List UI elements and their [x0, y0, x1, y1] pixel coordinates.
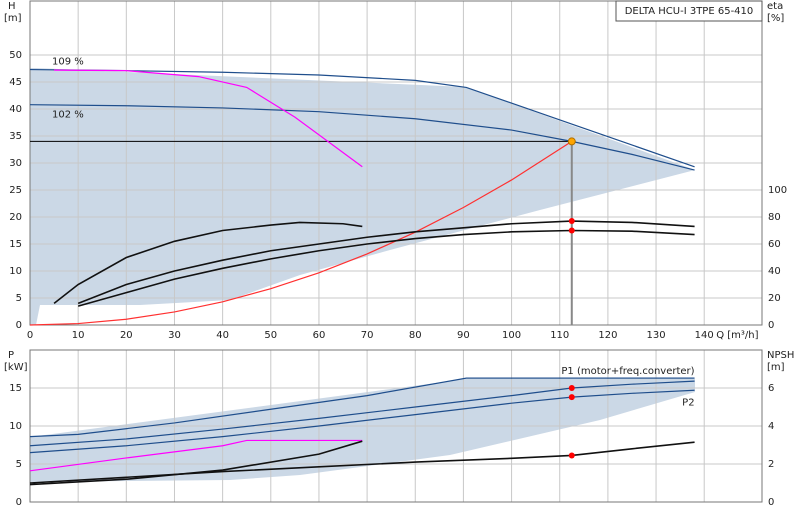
y2-unit: [%]	[767, 13, 784, 24]
curve	[29, 104, 695, 171]
curve	[29, 440, 363, 486]
y-unit: [m]	[4, 13, 22, 24]
x-tick-label: 10	[72, 330, 85, 341]
y-tick-label: 0	[16, 320, 22, 331]
x-tick-label: 40	[216, 330, 229, 341]
y-tick-label: 50	[9, 50, 22, 61]
y-tick-label: 5	[16, 459, 22, 470]
chart-title: DELTA HCU-I 3TPE 65-410	[625, 6, 754, 17]
y2-label: NPSH	[767, 350, 794, 361]
y2-label: eta	[767, 1, 783, 12]
operating-range	[30, 379, 695, 482]
y-label: H	[8, 1, 16, 12]
y-unit: [kW]	[4, 362, 28, 373]
y2-tick-label: 40	[768, 266, 781, 277]
curve-label: 102 %	[52, 110, 84, 121]
duty-point	[568, 394, 575, 401]
y-tick-label: 5	[16, 293, 22, 304]
x-tick-label: 60	[313, 330, 326, 341]
x-tick-label: 70	[361, 330, 374, 341]
curve-label: P1 (motor+freq.converter)	[561, 366, 694, 377]
x-tick-label: 130	[647, 330, 666, 341]
y2-tick-label: 2	[768, 459, 774, 470]
y-tick-label: 10	[9, 266, 22, 277]
plot-frame	[29, 0, 763, 326]
operating-range	[30, 68, 695, 325]
y2-tick-label: 0	[768, 320, 774, 331]
y-tick-label: 20	[9, 212, 22, 223]
curve	[29, 140, 573, 326]
curve	[54, 69, 363, 168]
y-tick-label: 45	[9, 77, 22, 88]
x-tick-label: 30	[168, 330, 181, 341]
y2-tick-label: 0	[768, 497, 774, 508]
x-tick-label: 90	[457, 330, 470, 341]
duty-point	[568, 218, 575, 225]
x-tick-label: 0	[27, 330, 33, 341]
curve	[29, 380, 695, 447]
curve-label: 109 %	[52, 57, 84, 68]
y-tick-label: 15	[9, 383, 22, 394]
y-tick-label: 15	[9, 239, 22, 250]
duty-point	[568, 452, 575, 459]
x-tick-label: 140	[695, 330, 714, 341]
y-tick-label: 35	[9, 131, 22, 142]
curve	[29, 441, 695, 484]
y2-tick-label: 6	[768, 383, 774, 394]
plot-frame	[29, 349, 763, 503]
x-tick-label: 50	[264, 330, 277, 341]
y2-tick-label: 20	[768, 293, 781, 304]
x-tick-label: 20	[120, 330, 133, 341]
y-tick-label: 10	[9, 421, 22, 432]
y-tick-label: 0	[16, 497, 22, 508]
y2-tick-label: 60	[768, 239, 781, 250]
y2-tick-label: 4	[768, 421, 774, 432]
x-tick-label: 100	[502, 330, 521, 341]
x-tick-label: 80	[409, 330, 422, 341]
x-tick-label: 120	[598, 330, 617, 341]
y-tick-label: 25	[9, 185, 22, 196]
title-box	[615, 0, 763, 22]
x-tick-label: 110	[550, 330, 569, 341]
y-tick-label: 30	[9, 158, 22, 169]
curve	[29, 389, 695, 454]
y-label: P	[8, 350, 14, 361]
y2-unit: [m]	[767, 362, 785, 373]
duty-point	[568, 385, 575, 391]
curve-label: P2	[682, 397, 694, 408]
duty-point	[568, 227, 575, 234]
curve	[29, 439, 363, 472]
y2-tick-label: 80	[768, 212, 781, 223]
operating-point	[567, 137, 576, 146]
y-tick-label: 40	[9, 104, 22, 115]
curve	[29, 377, 695, 438]
x-label: Q [m³/h]	[716, 330, 758, 341]
y2-tick-label: 100	[768, 185, 787, 196]
curve	[53, 221, 363, 305]
